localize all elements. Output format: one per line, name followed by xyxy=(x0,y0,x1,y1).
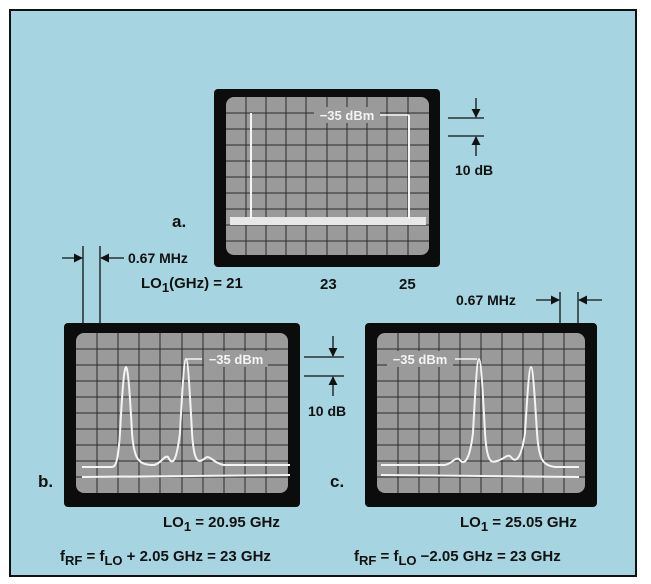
screen-b-marker-text: −35 dBm xyxy=(209,352,264,367)
panel-b-formula-lo: LO xyxy=(104,553,123,568)
panel-c-formula-mid: = f xyxy=(376,548,399,565)
panel-c-lo-prefix: LO xyxy=(460,514,481,531)
panel-c-formula-lo: LO xyxy=(398,553,417,568)
panel-c-lo-sub: 1 xyxy=(480,519,489,534)
panel-b-letter: b. xyxy=(38,472,54,491)
panel-c-lo-label: LO1 = 25.05 GHz xyxy=(460,514,577,534)
screen-b-graphic: −35 dBm xyxy=(76,333,291,493)
screen-a-marker-text: −35 dBm xyxy=(320,108,375,123)
screen-c-graphic: −35 dBm xyxy=(377,333,585,493)
panel-c-letter: c. xyxy=(330,472,345,491)
spectrum-screen-c: −35 dBm xyxy=(365,323,597,507)
screen-a-grid xyxy=(226,97,429,255)
scale-a-label: 10 dB xyxy=(455,162,494,178)
scale-mid-label: 10 dB xyxy=(308,403,347,419)
lo-axis-label: LO1(GHz) = 21 xyxy=(141,275,243,295)
panel-b-lo-sub: 1 xyxy=(183,519,192,534)
spectrum-screen-a: −35 dBm xyxy=(214,89,440,267)
lo-axis-tick-23: 23 xyxy=(320,276,337,293)
span-c-label: 0.67 MHz xyxy=(456,292,516,308)
panel-a-letter: a. xyxy=(172,212,187,231)
screen-a-noise-floor xyxy=(230,217,426,225)
panel-b-formula-tail: + 2.05 GHz = 23 GHz xyxy=(122,548,271,565)
screen-a-graphic: −35 dBm xyxy=(226,97,429,255)
panel-c-formula-rf: RF xyxy=(359,553,377,568)
screen-b-trace xyxy=(82,357,290,468)
panel-b-formula-rf: RF xyxy=(65,553,83,568)
panel-c-lo-suffix: = 25.05 GHz xyxy=(488,514,577,531)
panel-b-lo-suffix: = 20.95 GHz xyxy=(191,514,280,531)
panel-c-formula-tail: −2.05 GHz = 23 GHz xyxy=(416,548,561,565)
panel-b-formula: fRF = fLO + 2.05 GHz = 23 GHz xyxy=(60,548,271,568)
panel-b-lo-label: LO1 = 20.95 GHz xyxy=(163,514,280,534)
lo-axis-sub: 1 xyxy=(161,280,170,295)
screen-c-trace xyxy=(381,357,579,468)
lo-axis-suffix: (GHz) = 21 xyxy=(169,275,243,292)
span-b-label: 0.67 MHz xyxy=(128,250,188,266)
panel-b-lo-prefix: LO xyxy=(163,514,184,531)
screen-c-grid xyxy=(377,333,585,493)
screen-c-baseline xyxy=(380,474,580,478)
panel-c-formula: fRF = fLO −2.05 GHz = 23 GHz xyxy=(354,548,561,568)
lo-axis-lo: LO xyxy=(141,275,162,292)
lo-axis-tick-25: 25 xyxy=(399,276,416,293)
panel-b-formula-mid: = f xyxy=(82,548,105,565)
panel-b-formula-f: f xyxy=(60,548,65,565)
spectrum-screen-b: −35 dBm xyxy=(64,323,300,507)
screen-b-baseline xyxy=(81,474,291,478)
screen-c-marker-text: −35 dBm xyxy=(393,352,448,367)
panel-c-formula-f: f xyxy=(354,548,359,565)
